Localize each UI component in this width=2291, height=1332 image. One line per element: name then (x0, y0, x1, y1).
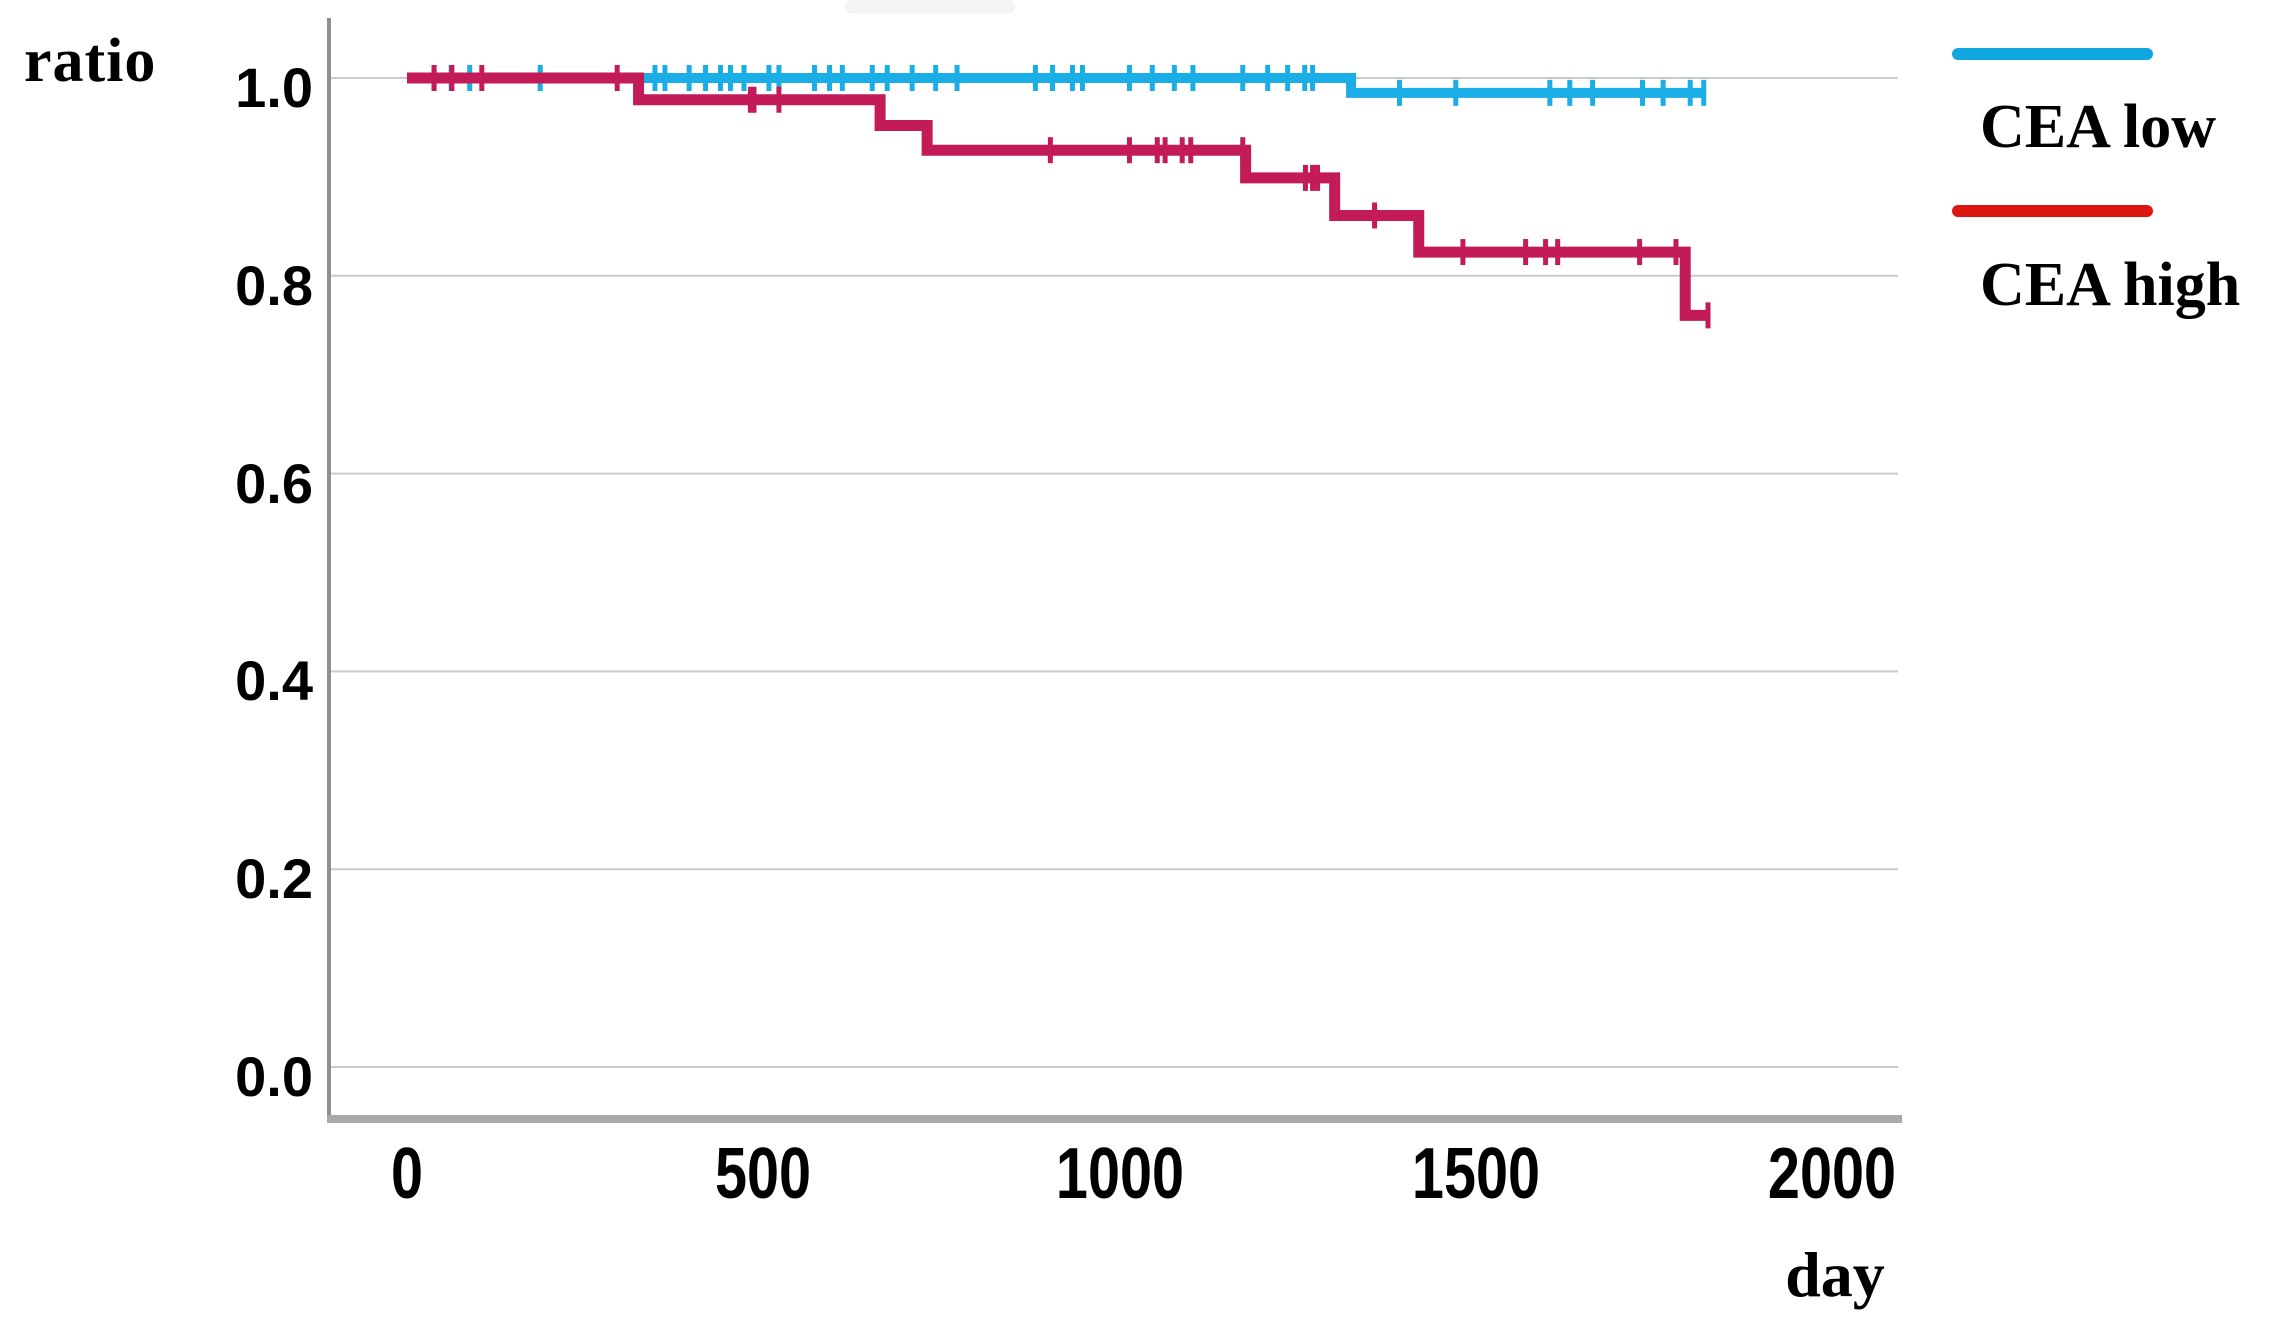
legend-label-cea-low: CEA low (1980, 93, 2216, 161)
x-tick-label: 1000 (1055, 1134, 1184, 1214)
x-tick-label: 1500 (1411, 1134, 1540, 1214)
y-tick-label: 0.8 (235, 253, 313, 317)
legend-swatch-cea-low (1952, 48, 2153, 60)
legend-label-cea-high: CEA high (1980, 251, 2241, 319)
faded-watermark-artifact (845, 0, 1015, 13)
y-tick-label: 0.0 (235, 1045, 313, 1108)
y-axis-title: ratio (24, 27, 157, 95)
x-tick-label: 500 (715, 1134, 812, 1214)
y-tick-label: 0.4 (235, 649, 313, 713)
legend-swatch-cea-high (1952, 205, 2153, 217)
curve-cea-low (407, 73, 1704, 98)
y-tick-label: 1.0 (235, 56, 313, 119)
x-axis-title: day (1785, 1239, 1885, 1310)
x-tick-label: 2000 (1767, 1134, 1897, 1214)
curve-cea-high (407, 72, 1709, 321)
y-tick-label: 0.2 (235, 847, 313, 911)
y-tick-label: 0.6 (235, 451, 313, 515)
x-tick-label: 0 (390, 1134, 424, 1214)
